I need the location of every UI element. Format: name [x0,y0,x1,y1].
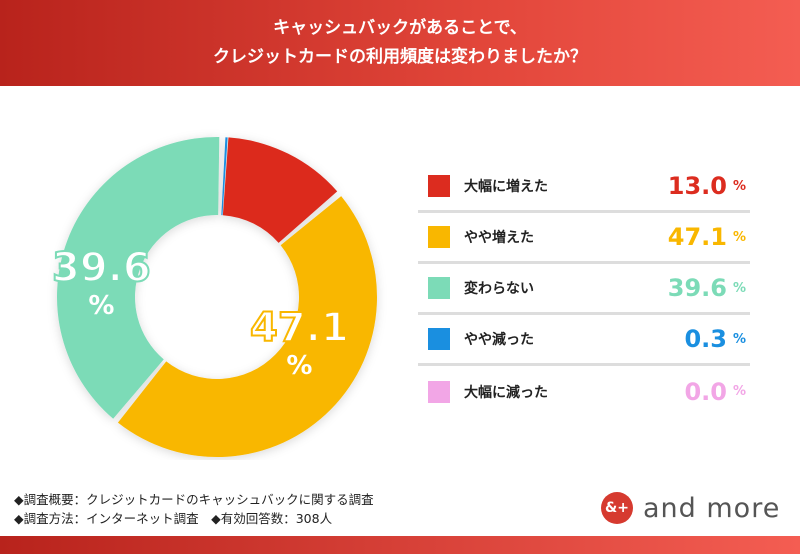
donut-label-value: 47.1 [249,304,350,352]
slice-yaya-hetta [221,137,228,216]
legend-unit: % [732,280,746,296]
donut-label-yaratta: 47.1 % [249,304,350,381]
legend-item: 大幅に減った 0.0% [418,366,750,417]
legend-swatch [428,380,450,403]
legend-value: 0.3 [684,325,727,353]
slice-yaya-fueta [117,196,378,458]
legend-unit: % [732,331,746,347]
survey-notes: ◆調査概要：クレジットカードのキャッシュバックに関する調査 ◆調査方法：インター… [14,490,374,528]
donut-label-unit: % [88,291,115,321]
title-line-1: キャッシュバックがあることで、 [273,18,527,38]
legend-value: 0.0 [684,377,727,406]
logo: &+ and more [601,492,780,524]
survey-summary: ◆調査概要：クレジットカードのキャッシュバックに関する調査 [14,492,374,507]
logo-text: and more [643,492,781,524]
slice-oohaba-fueta [222,137,338,243]
legend-value: 13.0 [667,172,727,200]
legend-label: やや増えた [464,230,534,246]
legend-value: 47.1 [667,223,727,251]
footer-bar [0,536,800,554]
legend-item: 大幅に増えた 13.0% [418,162,750,213]
legend-label: 大幅に増えた [464,179,548,195]
donut-label-kawaranai: 39.6 % [51,244,152,321]
header: キャッシュバックがあることで、 クレジットカードの利用頻度は変わりましたか？ [0,0,800,86]
legend-unit: % [732,178,746,194]
legend: 大幅に増えた 13.0% やや増えた 47.1% 変わらない 39.6% やや減った 0… [418,162,750,417]
legend-swatch [428,226,450,248]
slice-kawaranai [57,137,220,419]
legend-swatch [428,328,450,350]
legend-label: やや減った [464,332,534,348]
legend-item: 変わらない 39.6% [418,264,750,315]
legend-unit: % [732,384,746,399]
legend-item: やや減った 0.3% [418,315,750,366]
donut-label-unit: % [286,351,313,381]
legend-label: 変わらない [464,281,534,297]
donut-chart [57,137,378,458]
logo-icon: &+ [601,492,633,524]
legend-value: 39.6 [667,274,727,302]
legend-swatch [428,277,450,299]
legend-label: 大幅に減った [464,384,548,401]
legend-item: やや増えた 47.1% [418,213,750,264]
legend-unit: % [732,229,746,245]
donut-label-value: 39.6 [51,244,152,292]
survey-method: ◆調査方法：インターネット調査 ◆有効回答数：308人 [14,511,333,526]
title-line-2: クレジットカードの利用頻度は変わりましたか？ [213,47,587,67]
legend-swatch [428,175,450,197]
